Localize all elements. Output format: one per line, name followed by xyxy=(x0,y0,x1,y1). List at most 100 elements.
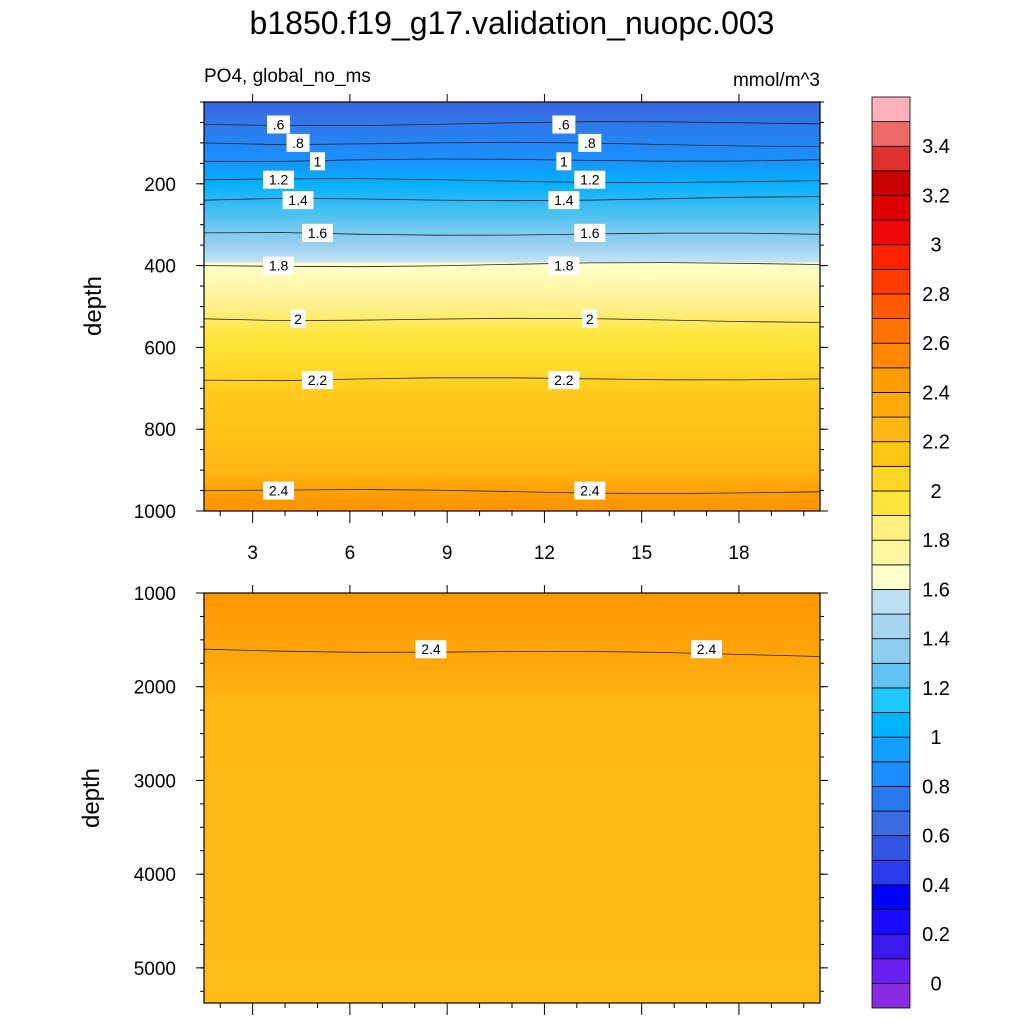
top-panel-contour-label: 1.8 xyxy=(554,258,574,274)
top-panel-y-label: depth xyxy=(80,276,107,336)
top-panel-contour-line xyxy=(203,178,821,184)
top-panel-contour-label-box xyxy=(578,133,602,152)
top-panel-contour-line xyxy=(203,121,821,127)
colorbar-swatch xyxy=(871,687,911,713)
top-panel-x-tick-label: 12 xyxy=(534,543,555,564)
bottom-panel-x-axis xyxy=(219,585,805,1015)
bottom-panel-y-tick-label: 5000 xyxy=(134,959,176,980)
top-panel-contour-label-box xyxy=(263,170,295,189)
top-panel-contour-label: 1 xyxy=(560,153,568,169)
top-panel-field xyxy=(204,102,820,511)
colorbar-swatch xyxy=(871,268,911,295)
top-panel-contour-label-box xyxy=(548,256,580,275)
top-panel-contour-label-box xyxy=(286,133,310,152)
bottom-panel-contour-label-box xyxy=(415,640,447,659)
top-panel-contour-label-box xyxy=(282,191,314,210)
top-panel-contour-label-box xyxy=(309,152,325,171)
colorbar-tick-label: 3.4 xyxy=(922,136,950,158)
top-panel-contour-label: 1 xyxy=(314,153,322,169)
chart-title: b1850.f19_g17.validation_nuopc.003 xyxy=(250,5,775,41)
top-panel-contour-label: .8 xyxy=(292,135,304,151)
colorbar-swatch xyxy=(871,859,911,886)
colorbar-swatch xyxy=(871,392,911,418)
colorbar-tick-label: 3 xyxy=(930,235,941,257)
colorbar-tick-label: 3.2 xyxy=(922,185,950,207)
bottom-panel-field xyxy=(204,593,820,1003)
top-panel-contour-label: 1.2 xyxy=(269,172,289,188)
colorbar-swatch xyxy=(871,786,911,812)
top-panel-contour-line xyxy=(203,158,821,162)
top-panel-y-tick-label: 800 xyxy=(144,420,176,441)
top-panel-contour-label-box xyxy=(263,481,295,500)
colorbar-swatch xyxy=(871,539,911,566)
colorbar-tick-label: 1.2 xyxy=(922,678,950,700)
top-panel-contour-label-box xyxy=(301,223,333,242)
colorbar-swatch xyxy=(871,638,911,664)
bottom-panel-contour-label: 2.4 xyxy=(421,641,441,657)
top-panel-contour-label: .8 xyxy=(584,135,596,151)
colorbar-tick-label: 2.6 xyxy=(922,333,950,355)
top-panel-contour-label-box xyxy=(582,309,598,328)
colorbar-swatch xyxy=(871,342,911,369)
colorbar-swatch xyxy=(871,564,911,590)
colorbar-swatch xyxy=(871,736,911,763)
colorbar-swatch xyxy=(871,121,911,147)
top-panel-contour-label: 1.4 xyxy=(554,192,574,208)
top-panel-contour-label: 2 xyxy=(586,311,594,327)
colorbar-tick-label: 2.4 xyxy=(922,382,950,404)
colorbar-swatch xyxy=(871,515,911,541)
top-panel-contour-label: 2.4 xyxy=(580,483,600,499)
colorbar-swatch xyxy=(871,244,911,270)
colorbar-tick-label: 0.2 xyxy=(922,924,950,946)
top-panel-contour-label: 2.4 xyxy=(269,483,289,499)
colorbar-swatch xyxy=(871,712,911,738)
colorbar-swatch xyxy=(871,884,911,910)
colorbar-swatch xyxy=(871,318,911,344)
colorbar-tick-label: 0 xyxy=(930,973,941,995)
colorbar-swatch xyxy=(871,367,911,393)
colorbar-tick-label: 0.6 xyxy=(922,826,950,848)
top-panel-contour-line xyxy=(203,317,821,323)
colorbar-swatch xyxy=(871,170,911,196)
bottom-panel-y-tick-label: 1000 xyxy=(134,584,176,605)
top-panel-contour-line xyxy=(203,489,821,495)
variable-label: PO4, global_no_ms xyxy=(204,66,371,87)
top-panel-contour-label-box xyxy=(574,170,606,189)
colorbar-swatch xyxy=(871,835,911,861)
top-panel-contour-label-box xyxy=(290,309,306,328)
units-label: mmol/m^3 xyxy=(733,70,820,91)
top-panel-contour-label: .6 xyxy=(273,116,285,132)
colorbar-swatch xyxy=(871,219,911,246)
top-panel-contour-label-box xyxy=(263,256,295,275)
top-panel-y-tick-label: 1000 xyxy=(134,502,176,523)
top-panel: .6.6.8.81 11.2 1.21.4 1.41.6 1.61.8 1.82 22.2 2… xyxy=(80,94,828,564)
top-panel-contour-label: 1.4 xyxy=(288,192,308,208)
bottom-panel-contour-labels: 2.4 2.4 xyxy=(415,640,723,659)
top-panel-y-tick-label: 400 xyxy=(144,257,176,278)
bottom-panel-y-tick-label: 4000 xyxy=(134,865,176,886)
top-panel-x-tick-label: 3 xyxy=(247,543,258,564)
top-panel-contour-label: 2.2 xyxy=(308,372,328,388)
colorbar-swatch xyxy=(871,909,911,935)
bottom-panel-y-axis: 1000 2000 3000 4000 5000 xyxy=(134,584,828,992)
colorbar-tick-label: 2 xyxy=(930,481,941,503)
colorbar-swatch xyxy=(871,761,911,787)
bottom-panel-y-label: depth xyxy=(78,768,105,828)
top-panel-contour-label-box xyxy=(574,481,606,500)
top-panel-y-axis: 200 400 600 800 1000 xyxy=(134,101,828,523)
bottom-panel-y-tick-label: 2000 xyxy=(134,678,176,699)
top-panel-contour-label-box xyxy=(548,371,580,390)
top-panel-contour-label-box xyxy=(267,115,291,134)
colorbar-tick-label: 1.4 xyxy=(922,629,950,651)
colorbar-tick-label: 2.2 xyxy=(922,432,950,454)
top-panel-x-axis: 3 6 9 12 15 18 xyxy=(219,94,805,564)
colorbar-swatch xyxy=(871,613,911,640)
colorbar-swatch xyxy=(871,145,911,172)
bottom-panel: 2.4 2.4 1000 2000 3000 4000 5000 depth xyxy=(78,584,828,1015)
top-panel-x-tick-label: 6 xyxy=(345,543,356,564)
bottom-panel-contour-label-box xyxy=(691,640,723,659)
top-panel-contour-label: 1.2 xyxy=(580,172,600,188)
top-panel-contour-label-box xyxy=(548,191,580,210)
colorbar-tick-label: 1.8 xyxy=(922,530,950,552)
